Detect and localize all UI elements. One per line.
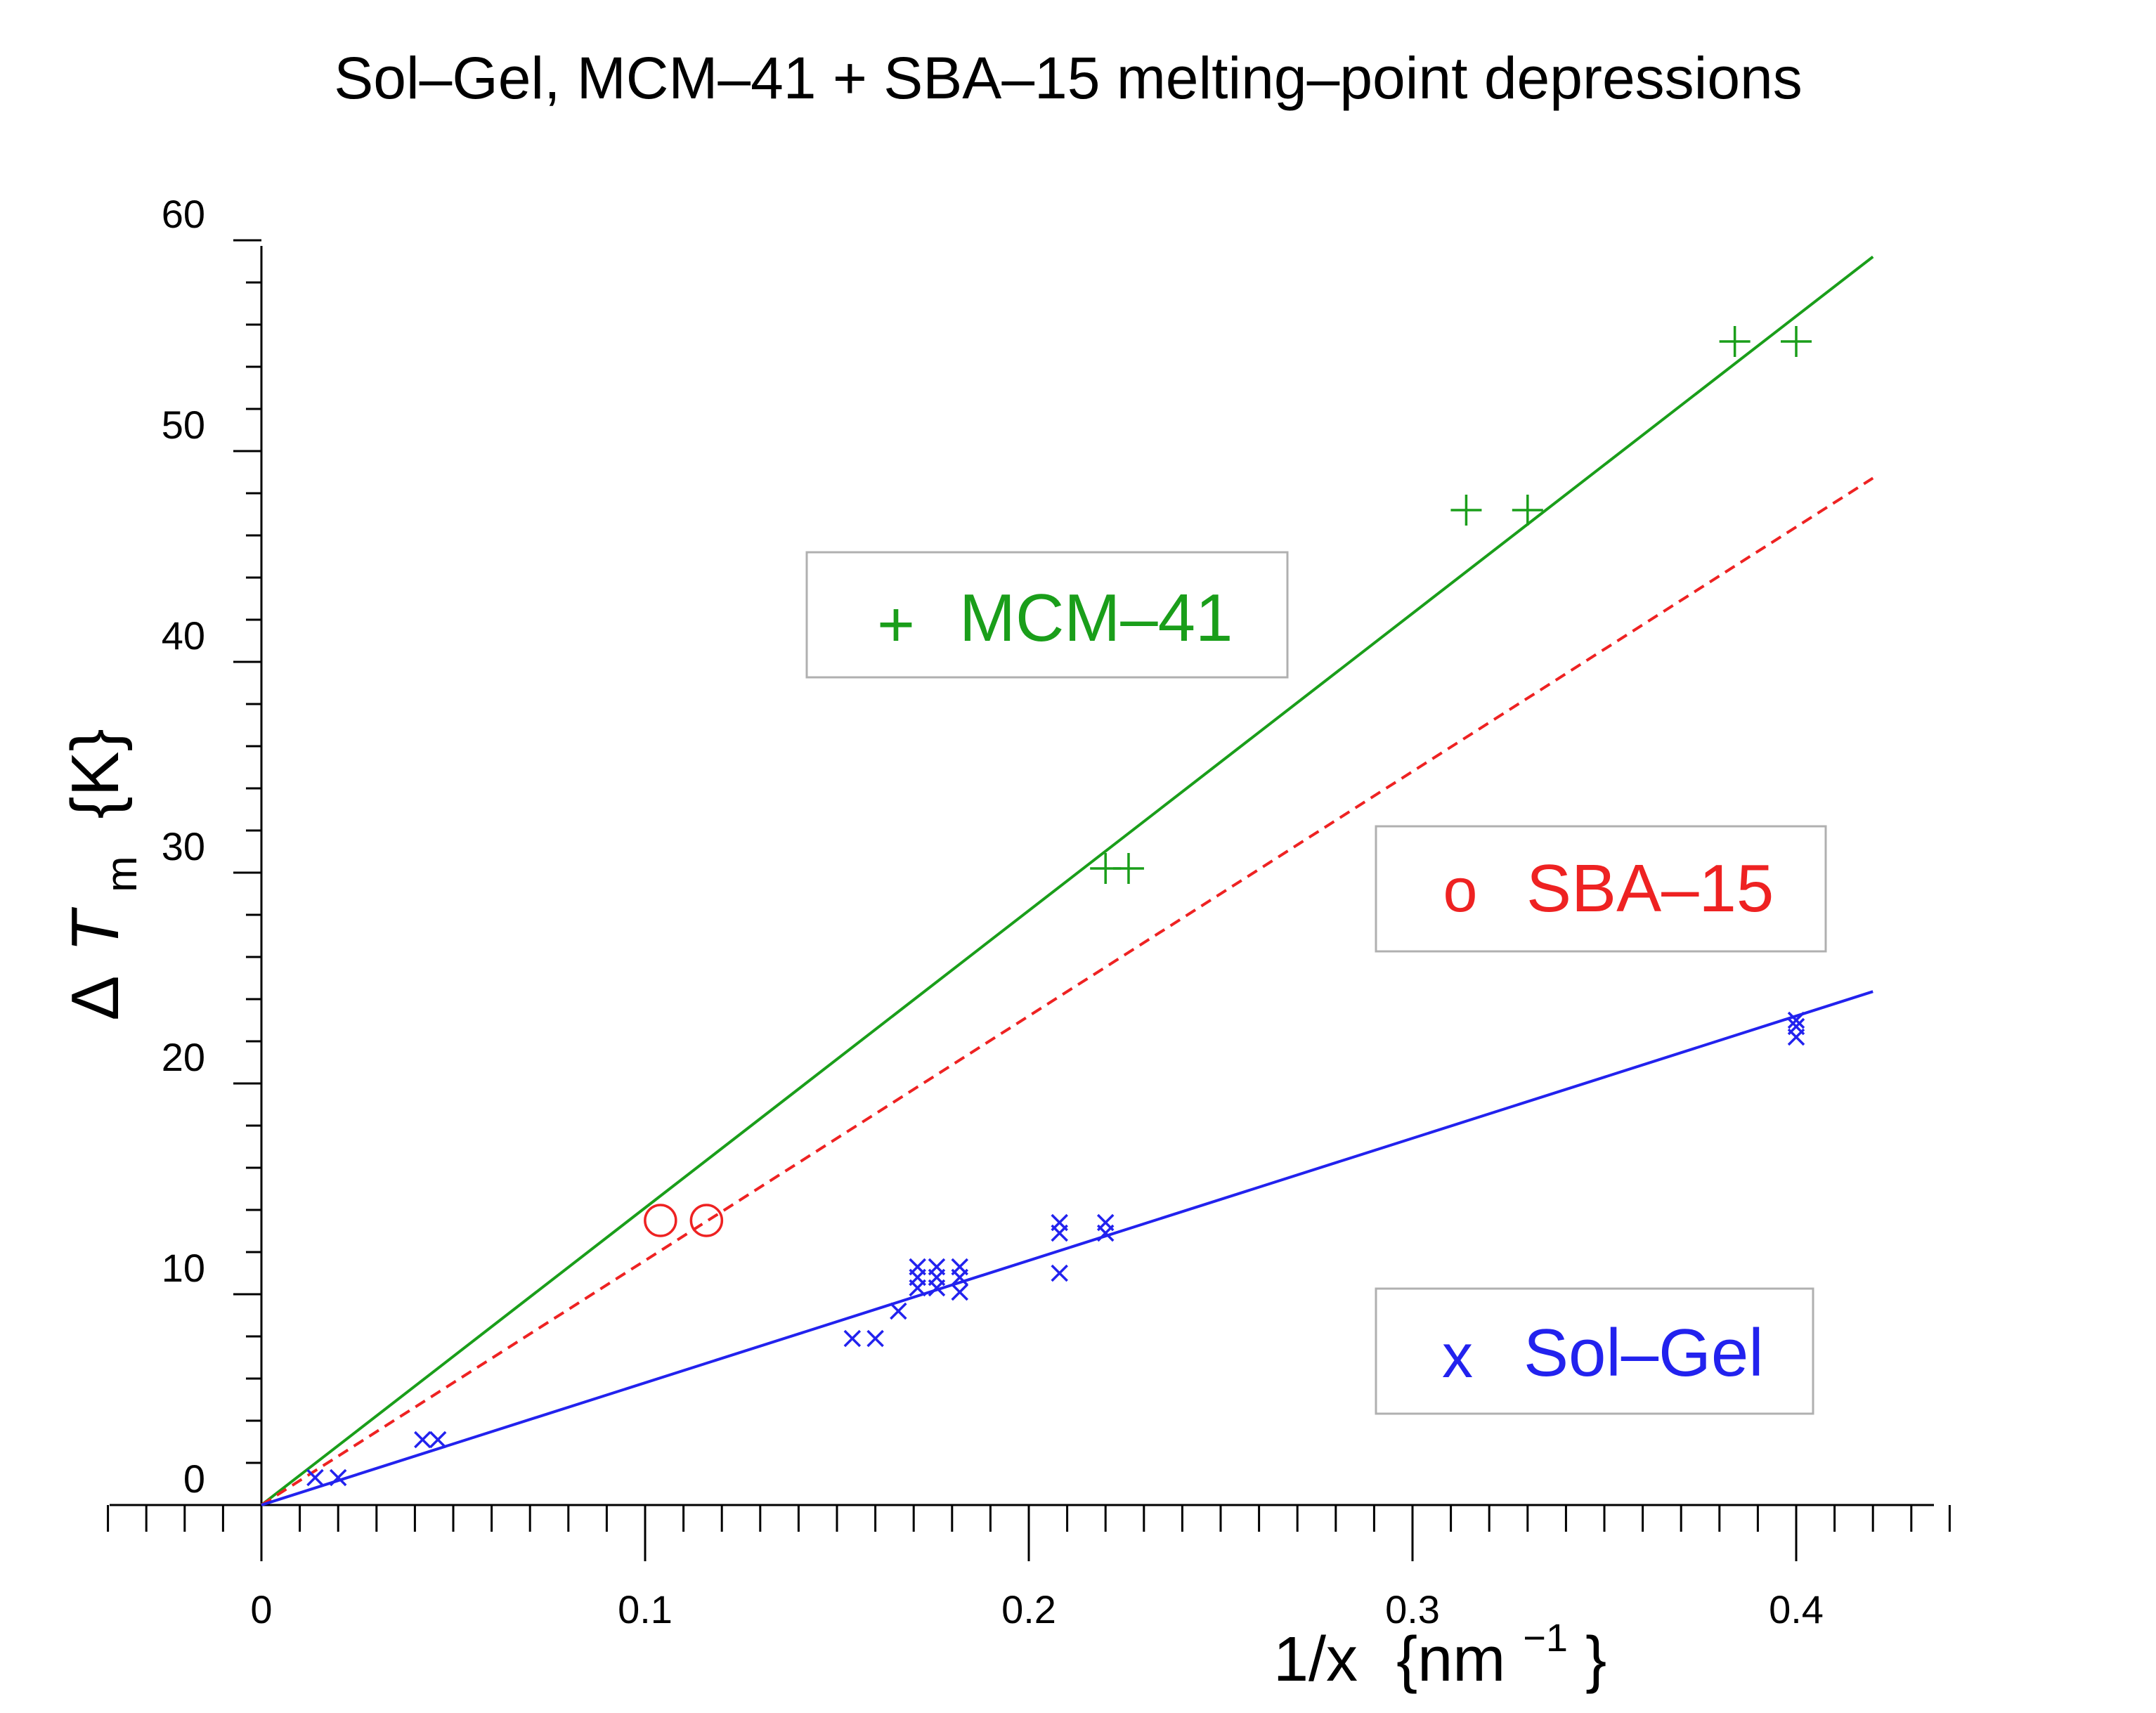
- mcm41-point: [1450, 495, 1482, 526]
- x-major-ticks: [260, 1505, 1798, 1561]
- solgel-points: [306, 1011, 1805, 1487]
- x-axis-label-prefix: 1/x: [1273, 1624, 1358, 1695]
- x-tick-label: 0.4: [1769, 1587, 1824, 1631]
- solgel-point: [1096, 1213, 1115, 1232]
- sba15-fit-line: [260, 476, 1874, 1506]
- x-tick-label: 0.1: [618, 1587, 673, 1631]
- y-major-ticks: [233, 239, 261, 1506]
- legend-sba15: o SBA–15: [1375, 825, 1827, 953]
- mcm41-point: [1512, 495, 1543, 526]
- chart-title: Sol–Gel, MCM–41 + SBA–15 melting–point d…: [334, 45, 1803, 111]
- legend-sba15-symbol: o: [1443, 855, 1478, 925]
- x-axis-label-exponent: −1: [1523, 1615, 1568, 1660]
- mcm41-points: [1090, 326, 1812, 884]
- x-axis-label-close: }: [1585, 1624, 1606, 1695]
- mcm41-point: [1719, 326, 1751, 357]
- x-axis-label: 1/x {nm −1 }: [1273, 1595, 1606, 1695]
- y-tick-label: 10: [162, 1246, 205, 1290]
- y-axis-label-subscript: m: [98, 856, 146, 892]
- solgel-point: [951, 1283, 968, 1301]
- y-tick-label: 40: [162, 613, 205, 658]
- x-tick-label: 0: [250, 1587, 272, 1631]
- mcm41-point: [1781, 326, 1812, 357]
- legend-solgel-symbol: x: [1442, 1321, 1473, 1390]
- y-tick-label: 20: [162, 1035, 205, 1079]
- solgel-fit-line: [261, 990, 1873, 1506]
- solgel-point: [909, 1258, 926, 1276]
- solgel-point: [1787, 1011, 1805, 1029]
- solgel-point: [306, 1468, 324, 1487]
- solgel-point: [429, 1431, 447, 1449]
- y-axis-label: Δ T m {K}: [58, 729, 151, 1020]
- mcm41-fit-line: [260, 255, 1874, 1506]
- solgel-point: [414, 1431, 431, 1449]
- x-tick-label: 0.3: [1385, 1587, 1440, 1631]
- legend-sba15-box: [1375, 825, 1827, 953]
- sba15-point: [689, 1204, 724, 1237]
- solgel-point: [329, 1468, 347, 1487]
- legend-mcm41: + MCM–41: [805, 551, 1289, 679]
- legend-sba15-label: SBA–15: [1526, 851, 1774, 926]
- legend-solgel-label: Sol–Gel: [1524, 1315, 1764, 1390]
- legend-mcm41-symbol: +: [877, 589, 915, 660]
- y-axis-label-delta: Δ: [58, 977, 133, 1021]
- solgel-point: [890, 1302, 907, 1320]
- solgel-point: [1051, 1213, 1068, 1232]
- sba15-point: [644, 1204, 677, 1237]
- solgel-point: [866, 1329, 884, 1348]
- y-axis-label-unit: {K}: [58, 729, 133, 819]
- y-tick-label: 30: [162, 824, 205, 868]
- legend-solgel-box: [1375, 1287, 1814, 1415]
- legend-mcm41-box: [805, 551, 1289, 679]
- solgel-point: [928, 1258, 946, 1276]
- x-tick-labels: 0 0.1 0.2 0.3 0.4: [250, 1587, 1824, 1631]
- x-tick-label: 0.2: [1001, 1587, 1056, 1631]
- x-axis-label-unit: {nm: [1396, 1624, 1505, 1695]
- y-tick-labels: 0 10 20 30 40 50 60: [162, 192, 205, 1501]
- y-tick-label: 50: [162, 403, 205, 447]
- legend-mcm41-label: MCM–41: [959, 580, 1233, 656]
- legend-solgel: x Sol–Gel: [1375, 1287, 1814, 1415]
- mcm41-point: [1112, 853, 1144, 884]
- solgel-point: [1787, 1017, 1805, 1036]
- y-tick-label: 0: [183, 1457, 205, 1501]
- sba15-points: [644, 1204, 724, 1237]
- solgel-point: [951, 1258, 968, 1276]
- solgel-point: [1051, 1264, 1068, 1282]
- y-tick-label: 60: [162, 192, 205, 236]
- y-axis-label-symbol: T: [58, 906, 133, 952]
- solgel-point: [843, 1329, 862, 1348]
